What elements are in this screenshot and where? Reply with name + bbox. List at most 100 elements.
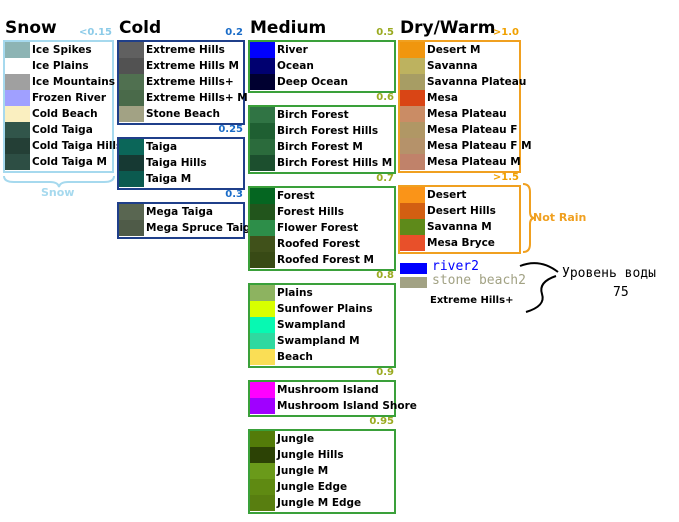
legend-label: stone beach2	[432, 273, 526, 288]
color-swatch	[400, 122, 425, 138]
column-title: Medium	[250, 18, 327, 38]
biome-name: Taiga M	[146, 173, 192, 185]
color-swatch	[400, 106, 425, 122]
color-swatch	[250, 317, 275, 333]
biome-name: Beach	[277, 351, 313, 363]
biome-name: Mesa Bryce	[427, 237, 495, 249]
color-swatch	[5, 106, 30, 122]
color-swatch	[400, 154, 425, 170]
column-title: Dry/Warm	[400, 18, 496, 38]
biome-name: Mega Spruce Taiga	[146, 222, 258, 234]
color-swatch	[250, 333, 275, 349]
biome-name: Ocean	[277, 60, 314, 72]
color-swatch	[5, 42, 30, 58]
color-swatch	[400, 219, 425, 235]
not-rain-brace	[522, 183, 536, 253]
biome-name: Jungle Edge	[277, 481, 348, 493]
biome-name: Savanna M	[427, 221, 492, 233]
threshold: 0.3	[225, 189, 243, 200]
biome-name: Extreme Hills+	[146, 76, 234, 88]
color-swatch	[250, 252, 275, 268]
color-swatch	[400, 74, 425, 90]
biome-name: Ice Spikes	[32, 44, 92, 56]
biome-name: Mesa Plateau M	[427, 156, 521, 168]
biome-name: Cold Taiga M	[32, 156, 107, 168]
color-swatch	[250, 188, 275, 204]
legend-label: river2	[432, 259, 479, 274]
biome-name: Deep Ocean	[277, 76, 348, 88]
biome-name: Sunfower Plains	[277, 303, 373, 315]
annotation-value: 75	[613, 285, 629, 300]
color-swatch	[119, 155, 144, 171]
color-swatch	[400, 42, 425, 58]
color-swatch	[119, 139, 144, 155]
biome-name: Desert	[427, 189, 467, 201]
biome-name: Mushroom Island Shore	[277, 400, 417, 412]
annotation-line	[519, 262, 559, 273]
biome-name: Birch Forest Hills	[277, 125, 379, 137]
color-swatch	[119, 220, 144, 236]
biome-name: Birch Forest	[277, 109, 349, 121]
color-swatch	[119, 42, 144, 58]
threshold: >1.5	[492, 172, 519, 183]
legend-note: Extreme Hills+	[430, 295, 514, 306]
color-swatch	[250, 74, 275, 90]
biome-name: Mesa Plateau F M	[427, 140, 532, 152]
biome-name: Flower Forest	[277, 222, 359, 234]
biome-name: Jungle M Edge	[277, 497, 362, 509]
column-footer: Snow	[41, 186, 75, 199]
biome-name: Forest Hills	[277, 206, 345, 218]
biome-name: Extreme Hills	[146, 44, 225, 56]
column-title: Cold	[119, 18, 162, 38]
biome-name: Desert Hills	[427, 205, 496, 217]
color-swatch	[400, 90, 425, 106]
biome-name: Mesa	[427, 92, 458, 104]
color-swatch	[250, 107, 275, 123]
color-swatch	[119, 90, 144, 106]
color-swatch	[119, 171, 144, 187]
color-swatch	[250, 155, 275, 171]
threshold: 0.95	[369, 416, 394, 427]
biome-name: Savanna	[427, 60, 478, 72]
color-swatch	[250, 382, 275, 398]
biome-name: Plains	[277, 287, 313, 299]
biome-name: Forest	[277, 190, 315, 202]
color-swatch	[250, 139, 275, 155]
color-swatch	[250, 479, 275, 495]
biome-name: Jungle Hills	[277, 449, 344, 461]
threshold: 0.2	[225, 27, 243, 38]
biome-name: Roofed Forest M	[277, 254, 375, 266]
biome-name: Savanna Plateau	[427, 76, 527, 88]
threshold: 0.8	[376, 270, 394, 281]
biome-name: Desert M	[427, 44, 481, 56]
color-swatch	[250, 42, 275, 58]
color-swatch	[250, 58, 275, 74]
color-swatch	[250, 123, 275, 139]
biome-name: Roofed Forest	[277, 238, 360, 250]
biome-name: Cold Beach	[32, 108, 98, 120]
color-swatch	[119, 204, 144, 220]
color-swatch	[250, 285, 275, 301]
biome-name: Jungle	[277, 433, 315, 445]
color-swatch	[119, 106, 144, 122]
biome-name: Mesa Plateau	[427, 108, 507, 120]
annotation-text: Уровень воды	[562, 266, 656, 281]
biome-name: Taiga Hills	[146, 157, 207, 169]
legend-swatch	[400, 263, 427, 274]
color-swatch	[5, 138, 30, 154]
color-swatch	[400, 58, 425, 74]
color-swatch	[250, 447, 275, 463]
color-swatch	[250, 398, 275, 414]
color-swatch	[400, 235, 425, 251]
biome-name: Swampland	[277, 319, 346, 331]
threshold: 0.6	[376, 92, 394, 103]
color-swatch	[5, 90, 30, 106]
annotation-line	[525, 275, 557, 313]
biome-name: Birch Forest Hills M	[277, 157, 393, 169]
biome-name: Frozen River	[32, 92, 107, 104]
color-swatch	[5, 122, 30, 138]
color-swatch	[5, 74, 30, 90]
biome-name: Ice Mountains	[32, 76, 115, 88]
color-swatch	[5, 154, 30, 170]
